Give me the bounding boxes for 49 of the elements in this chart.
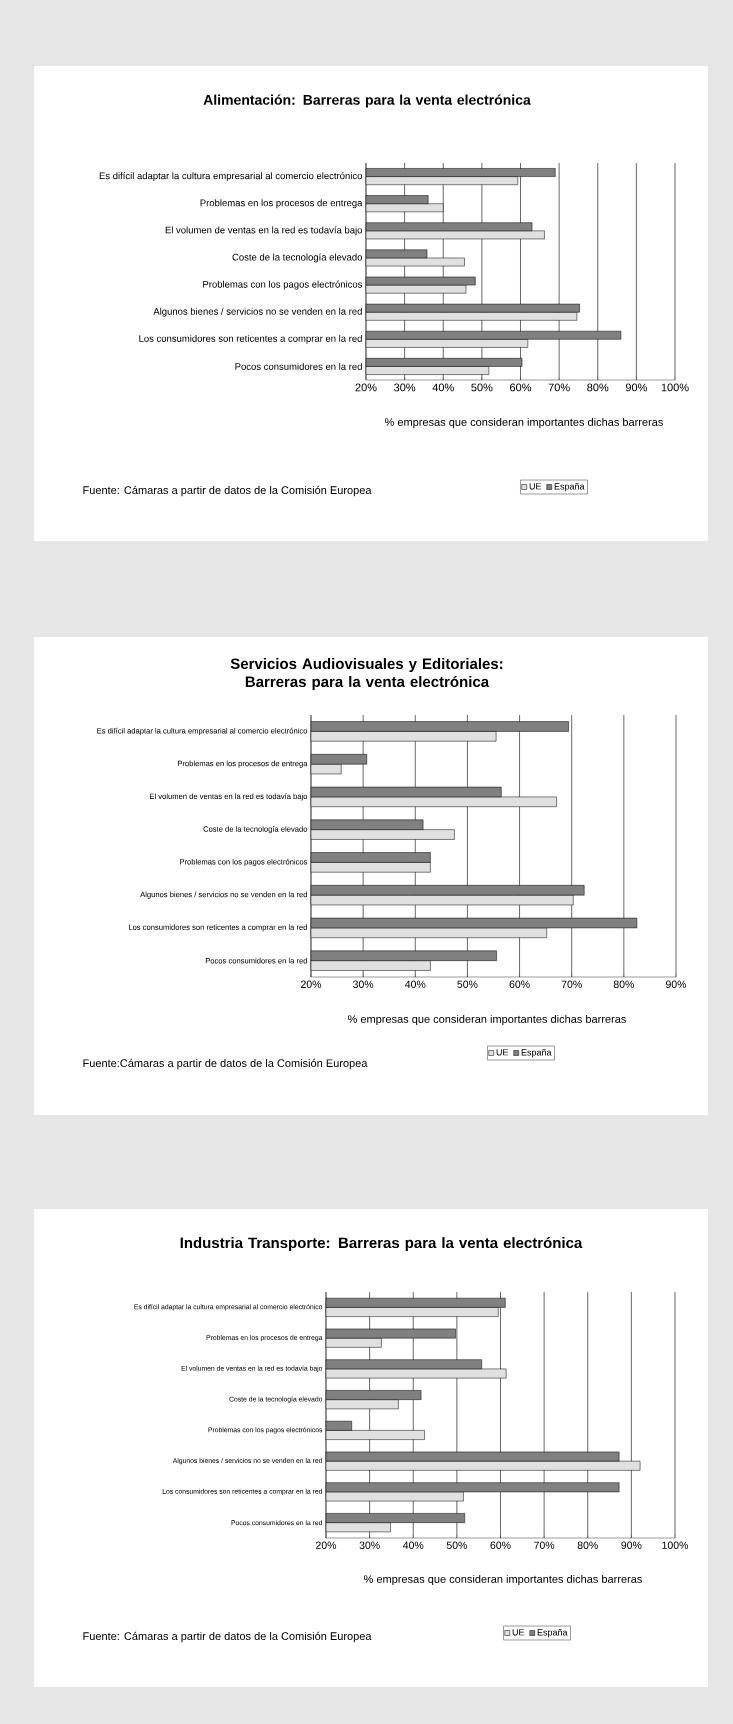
x-tick-label: 90% bbox=[665, 980, 687, 988]
x-tick-label: 70% bbox=[534, 1541, 555, 1549]
x-tick-label: 80% bbox=[613, 980, 634, 988]
x-tick-label: 60% bbox=[490, 1541, 511, 1549]
chart-title: Alimentación: Barreras para la venta electrónica bbox=[203, 94, 531, 108]
x-tick-label: 100% bbox=[661, 383, 689, 392]
legend-label: España bbox=[537, 1629, 568, 1638]
x-tick-label: 90% bbox=[625, 383, 647, 392]
y-tick-label: Es difícil adaptar la cultura empresarial al comercio electrónico bbox=[99, 172, 363, 182]
y-tick-label: Los consumidores son reticentes a comprar en la red bbox=[139, 334, 362, 344]
legend-label: UE bbox=[496, 1049, 509, 1056]
x-tick-label: 80% bbox=[587, 383, 609, 392]
x-tick-label: 20% bbox=[316, 1541, 337, 1549]
x-axis-title: % empresas que consideran importantes dichas barreras bbox=[384, 417, 663, 429]
x-tick-label: 30% bbox=[359, 1541, 380, 1549]
x-tick-label: 90% bbox=[621, 1541, 642, 1549]
legend-label: España bbox=[554, 483, 585, 492]
y-tick-label: Coste de la tecnología elevado bbox=[232, 253, 363, 263]
x-tick-label: 70% bbox=[561, 980, 582, 988]
x-tick-label: 20% bbox=[301, 980, 322, 988]
source-note: Fuente:Cámaras a partir de datos de la Comisión Europea bbox=[83, 1058, 368, 1070]
legend-label: España bbox=[521, 1049, 552, 1058]
y-tick-label: El volumen de ventas en la red es todavía bajo bbox=[165, 226, 363, 236]
x-tick-label: 40% bbox=[405, 980, 426, 988]
x-tick-label: 40% bbox=[402, 1541, 424, 1549]
x-tick-label: 30% bbox=[394, 383, 416, 392]
chart-title: Industria Transporte: Barreras para la venta electrónica bbox=[180, 1236, 583, 1252]
x-tick-label: 60% bbox=[509, 980, 530, 988]
x-tick-label: 30% bbox=[353, 980, 374, 988]
x-tick-label: 70% bbox=[548, 383, 570, 392]
x-tick-label: 80% bbox=[577, 1541, 598, 1549]
x-tick-label: 20% bbox=[355, 383, 377, 392]
legend-label: UE bbox=[529, 483, 542, 490]
x-tick-label: 50% bbox=[457, 980, 478, 988]
x-tick-label: 100% bbox=[662, 1541, 689, 1549]
source-note: Fuente: Cámaras a partir de datos de la Comisión Europea bbox=[83, 1631, 372, 1643]
x-axis-title: % empresas que consideran importantes dichas barreras bbox=[347, 1014, 626, 1026]
y-tick-label: Problemas en los procesos de entrega bbox=[200, 199, 363, 209]
y-tick-label: Problemas con los pagos electrónicos bbox=[203, 280, 363, 290]
x-tick-label: 50% bbox=[471, 383, 493, 392]
x-tick-label: 40% bbox=[432, 383, 454, 392]
y-tick-label: Pocos consumidores en la red bbox=[235, 362, 362, 370]
y-tick-label: Algunos bienes / servicios no se venden en la red bbox=[153, 307, 362, 317]
x-tick-label: 50% bbox=[446, 1541, 467, 1549]
x-tick-label: 60% bbox=[510, 383, 532, 392]
legend-label: UE bbox=[512, 1629, 525, 1636]
source-note: Fuente: Cámaras a partir de datos de la Comisión Europea bbox=[83, 485, 372, 497]
chart-title: Servicios Audiovisuales y Editoriales: Barreras para la venta electrónica bbox=[230, 658, 503, 690]
x-axis-title: % empresas que consideran importantes dichas barreras bbox=[364, 1574, 642, 1586]
